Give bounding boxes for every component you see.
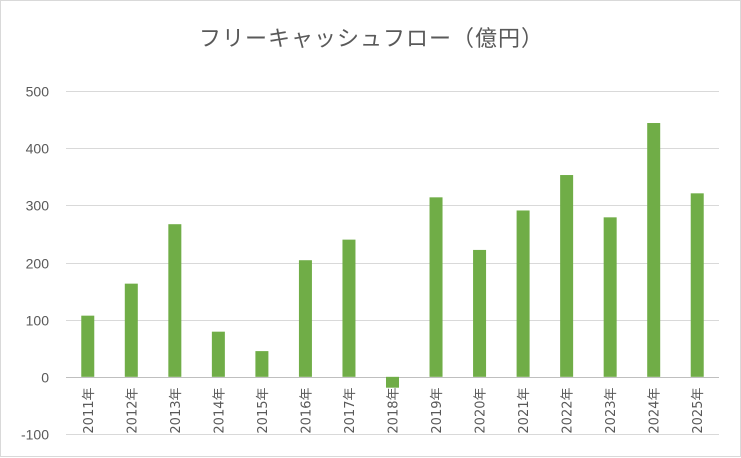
bar xyxy=(298,260,312,377)
bar xyxy=(429,197,443,377)
x-tick-label: 2020年 xyxy=(474,387,489,433)
x-tick-label: 2015年 xyxy=(256,388,271,434)
y-tick-label: -100 xyxy=(21,427,49,443)
x-tick-label: 2016年 xyxy=(299,388,314,434)
x-tick-label: 2018年 xyxy=(387,388,402,434)
x-tick-label: 2025年 xyxy=(691,388,706,434)
x-tick-label: 2017年 xyxy=(343,388,358,434)
bar xyxy=(386,376,399,388)
bar xyxy=(560,175,574,377)
y-tick-label: 400 xyxy=(26,141,50,157)
bar xyxy=(255,351,269,377)
bar xyxy=(516,210,530,377)
bar xyxy=(342,239,356,377)
x-tick-label: 2019年 xyxy=(430,388,445,434)
y-tick-label: 0 xyxy=(41,370,49,386)
x-tick-label: 2021年 xyxy=(517,388,532,434)
x-tick-label: 2013年 xyxy=(169,388,184,434)
bar xyxy=(473,249,487,377)
bars xyxy=(81,123,704,388)
y-tick-label: 500 xyxy=(26,84,50,100)
x-tick-label: 2012年 xyxy=(125,388,140,434)
bar xyxy=(211,331,225,377)
x-tick-label: 2024年 xyxy=(648,388,663,434)
bar xyxy=(690,193,704,377)
x-tick-label: 2014年 xyxy=(212,388,227,434)
bar xyxy=(647,123,661,377)
bar xyxy=(168,224,182,377)
x-tick-label: 2022年 xyxy=(561,388,576,434)
bar xyxy=(603,217,617,377)
chart-title: フリーキャッシュフロー（億円） xyxy=(198,27,544,52)
bar xyxy=(124,283,138,377)
x-tick-label: 2023年 xyxy=(604,388,619,434)
bar xyxy=(81,315,95,377)
x-axis-ticks: 2011年 2012年 2013年 2014年 2015年 2016年 2017年 2018年… xyxy=(82,387,706,433)
y-tick-label: 200 xyxy=(26,256,50,272)
y-tick-label: 100 xyxy=(26,313,50,329)
y-tick-label: 300 xyxy=(26,198,50,214)
y-axis-ticks: -100 0 100 200 300 400 500 xyxy=(21,84,49,443)
x-tick-label: 2011年 xyxy=(82,388,97,434)
